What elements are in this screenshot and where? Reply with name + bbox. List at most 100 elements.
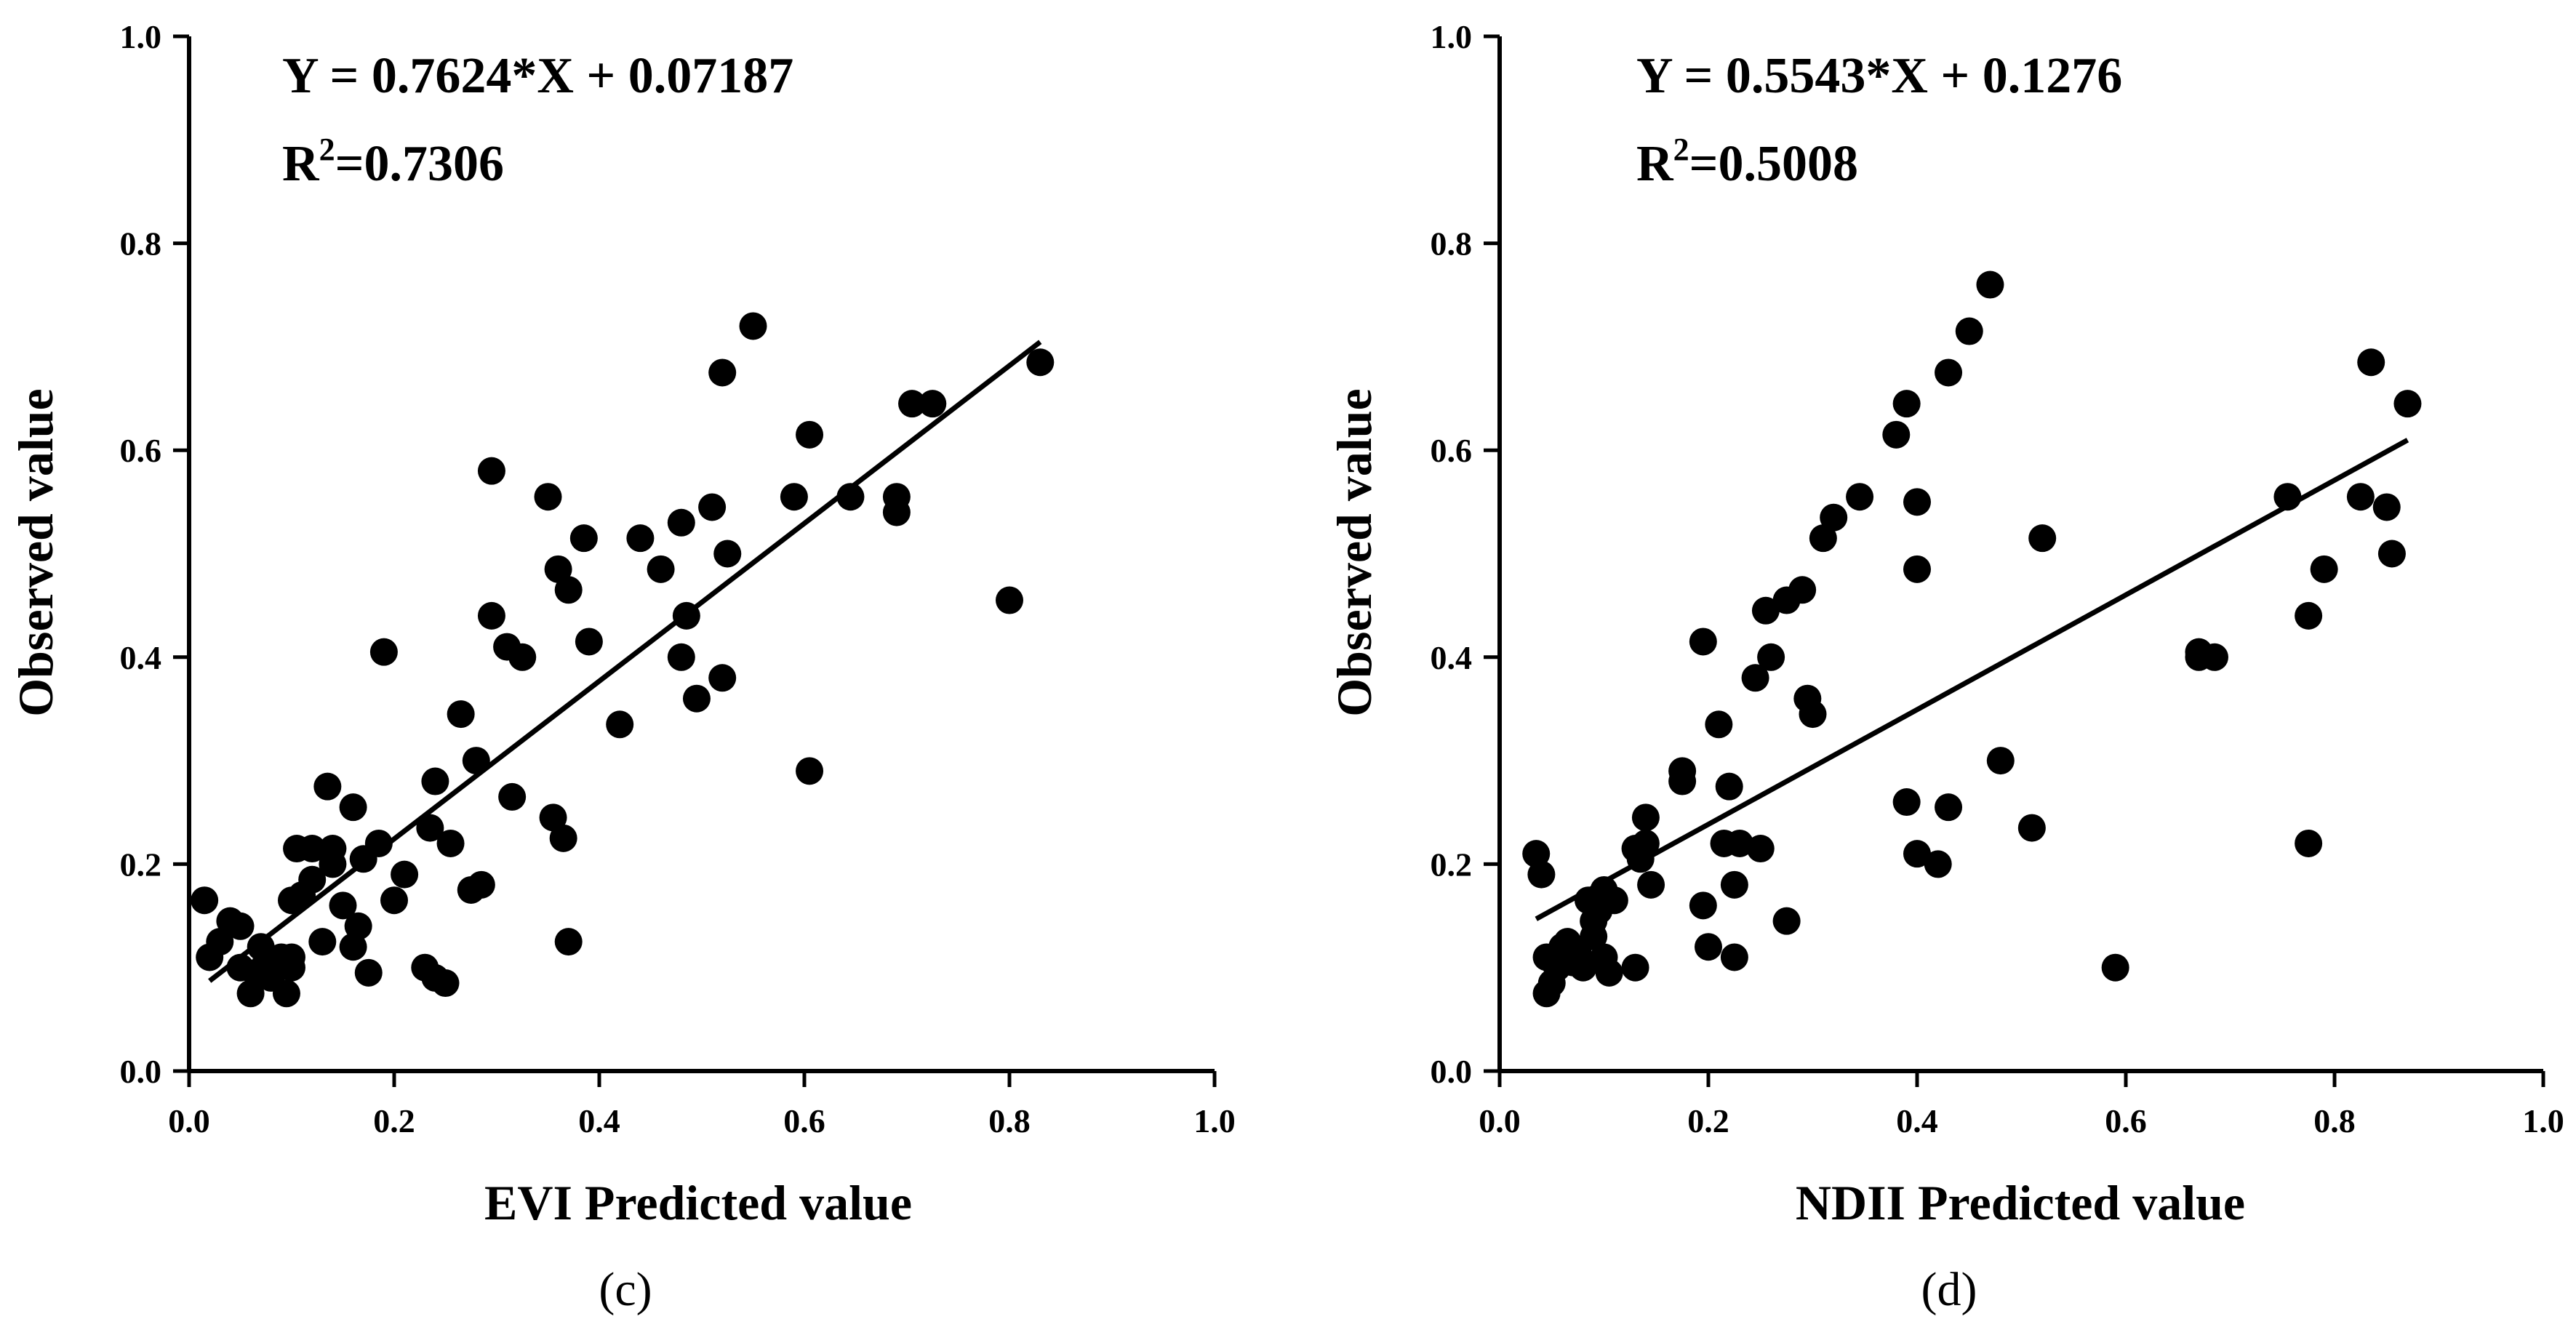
- data-point: [1746, 835, 1775, 863]
- data-point: [713, 540, 742, 568]
- data-point: [739, 312, 767, 340]
- r-squared: R2=0.5008: [1636, 132, 1858, 192]
- x-tick-label: 0.8: [2313, 1102, 2356, 1139]
- r-squared-value: =0.7306: [335, 136, 504, 192]
- data-point: [667, 643, 695, 671]
- y-ticks: 0.0 0.2 0.4 0.6 0.8 1.0: [120, 18, 189, 1090]
- data-point: [836, 483, 865, 511]
- data-point: [298, 865, 327, 894]
- x-tick-label: 0.0: [1479, 1102, 1521, 1139]
- data-point: [339, 933, 367, 961]
- data-point: [796, 420, 824, 449]
- data-point: [498, 782, 527, 811]
- y-ticks: 0.0 0.2 0.4 0.6 0.8 1.0: [1431, 18, 1500, 1090]
- data-point: [698, 493, 727, 521]
- data-point: [436, 829, 465, 857]
- data-point: [2028, 524, 2057, 553]
- data-point: [2017, 814, 2046, 842]
- x-tick-label: 0.4: [1896, 1102, 1938, 1139]
- data-point: [2310, 555, 2338, 583]
- data-point: [206, 928, 234, 956]
- data-point: [421, 767, 449, 795]
- data-point: [1986, 747, 2015, 775]
- data-point: [477, 601, 505, 630]
- data-point: [647, 555, 675, 583]
- data-point: [1600, 886, 1628, 915]
- data-point: [1720, 943, 1748, 971]
- y-tick-label: 0.0: [1431, 1053, 1473, 1090]
- data-point: [1892, 788, 1921, 817]
- data-point: [1955, 317, 1983, 345]
- data-point: [780, 483, 808, 511]
- data-point: [313, 772, 342, 801]
- data-point: [575, 628, 603, 656]
- data-point: [1637, 870, 1665, 899]
- x-tick-label: 0.2: [373, 1102, 415, 1139]
- y-tick-label: 0.8: [120, 225, 162, 262]
- data-point: [2372, 493, 2401, 521]
- data-point: [1976, 270, 2004, 299]
- data-point: [1595, 958, 1623, 987]
- regression-line: [1535, 438, 2409, 921]
- data-point: [554, 928, 583, 956]
- y-axis-label: Observed value: [1327, 388, 1382, 716]
- data-point: [1527, 860, 1556, 889]
- data-point: [1569, 953, 1597, 982]
- data-point: [298, 835, 327, 863]
- x-tick-label: 1.0: [1193, 1102, 1236, 1139]
- data-point: [1882, 420, 1911, 449]
- regression-equation: Y = 0.7624*X + 0.07187: [282, 48, 793, 104]
- x-tick-label: 0.2: [1687, 1102, 1729, 1139]
- data-point: [1726, 829, 1754, 857]
- regression-line: [208, 340, 1042, 983]
- panel-label: (c): [599, 1263, 652, 1316]
- chart-panel-d: 0.0 0.2 0.4 0.6 0.8 1.0 0.0 0.2 0.4 0.6 0.8 1.0 Y …: [1327, 18, 2564, 1316]
- data-point: [544, 555, 572, 583]
- data-point: [2393, 390, 2422, 418]
- r-squared-sup: 2: [319, 132, 335, 167]
- data-point: [569, 524, 598, 553]
- data-point: [508, 643, 537, 671]
- data-point: [1751, 596, 1780, 625]
- data-point: [1715, 772, 1743, 801]
- x-ticks: 0.0 0.2 0.4 0.6 0.8 1.0: [1479, 1071, 2564, 1139]
- data-point: [2346, 483, 2375, 511]
- data-point: [308, 928, 337, 956]
- data-point: [226, 912, 255, 940]
- y-tick-label: 0.4: [120, 639, 162, 676]
- data-point: [2200, 643, 2228, 671]
- data-point: [447, 700, 475, 729]
- y-tick-label: 0.8: [1431, 225, 1473, 262]
- data-point: [1788, 576, 1817, 604]
- x-tick-label: 0.6: [783, 1102, 825, 1139]
- data-point: [354, 958, 383, 987]
- r-squared-value: =0.5008: [1689, 136, 1858, 192]
- data-point: [364, 829, 393, 857]
- data-point: [344, 912, 372, 940]
- data-point: [1846, 483, 1874, 511]
- r-squared-prefix: R: [282, 136, 320, 192]
- data-point: [1903, 555, 1931, 583]
- y-tick-label: 1.0: [1431, 18, 1473, 55]
- y-tick-label: 0.6: [120, 432, 162, 469]
- data-point: [1935, 793, 1963, 822]
- data-point: [477, 457, 505, 485]
- data-point: [2295, 829, 2323, 857]
- data-point: [1668, 767, 1697, 795]
- data-point: [682, 684, 711, 713]
- data-point: [1705, 710, 1733, 739]
- y-tick-label: 0.6: [1431, 432, 1473, 469]
- x-ticks: 0.0 0.2 0.4 0.6 0.8 1.0: [168, 1071, 1236, 1139]
- data-point: [539, 803, 567, 832]
- scatter-points: [1522, 270, 2422, 1008]
- x-tick-label: 1.0: [2522, 1102, 2564, 1139]
- data-point: [339, 793, 367, 822]
- r-squared-sup: 2: [1673, 132, 1689, 167]
- data-point: [369, 638, 398, 666]
- data-point: [1924, 850, 1952, 878]
- data-point: [1631, 803, 1660, 832]
- regression-equation: Y = 0.5543*X + 0.1276: [1636, 48, 2122, 104]
- data-point: [549, 824, 577, 852]
- data-point: [882, 498, 911, 526]
